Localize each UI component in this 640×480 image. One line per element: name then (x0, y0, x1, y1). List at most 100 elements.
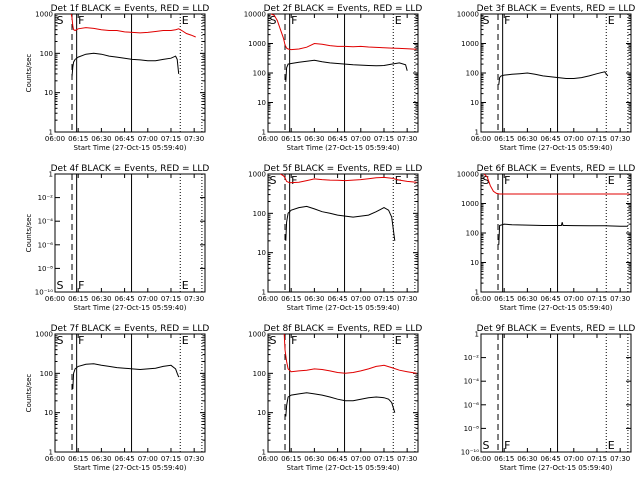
x-tick-label: 07:00 (351, 135, 371, 143)
panel-5: Det 5f BLACK = Events, RED = LLD 06:00 06:… (248, 164, 422, 312)
x-axis-label: Start Time (27-Oct-15 05:59:40) (500, 464, 613, 472)
y-tick-label: 1000 (248, 331, 266, 339)
x-tick-label: 07:15 (374, 455, 394, 463)
panel-8: Det 8f BLACK = Events, RED = LLD 06:00 06:… (248, 324, 422, 472)
x-tick-label: 06:00 (45, 455, 65, 463)
x-tick-label: 06:30 (91, 295, 111, 303)
x-tick-label: 07:00 (351, 455, 371, 463)
events-line (285, 59, 408, 82)
marker-label-e: E (608, 174, 615, 187)
events-line (285, 205, 396, 241)
events-line (498, 222, 628, 245)
x-axis-label: Start Time (27-Oct-15 05:59:40) (74, 304, 187, 312)
y-tick-label: 1000 (248, 171, 266, 179)
x-tick-label: 06:45 (114, 135, 134, 143)
plot-frame (480, 173, 632, 293)
x-tick-label: 06:30 (304, 455, 324, 463)
x-tick-label: 07:15 (374, 295, 394, 303)
x-tick-label: 07:00 (138, 295, 158, 303)
x-tick-label: 06:15 (494, 295, 514, 303)
panel-title: Det 7f BLACK = Events, RED = LLD (51, 324, 210, 334)
x-tick-label: 07:30 (397, 135, 417, 143)
plot-frame (267, 173, 419, 293)
marker-label-s: S (270, 174, 277, 187)
marker-label-e: E (182, 279, 189, 292)
marker-label-f: F (504, 14, 510, 27)
x-tick-label: 07:30 (610, 295, 630, 303)
marker-label-e: E (395, 174, 402, 187)
x-axis-label: Start Time (27-Oct-15 05:59:40) (500, 144, 613, 152)
x-tick-label: 06:30 (91, 455, 111, 463)
lld-line (280, 173, 417, 184)
panel-7: Det 7f BLACK = Events, RED = LLD 06:00 06:… (25, 324, 209, 472)
y-axis-label: Counts/sec (25, 374, 33, 413)
x-axis-label: Start Time (27-Oct-15 05:59:40) (287, 464, 400, 472)
x-tick-label: 07:00 (351, 295, 371, 303)
x-tick-label: 06:45 (114, 455, 134, 463)
x-tick-label: 06:45 (327, 135, 347, 143)
y-tick-label: 1 (262, 289, 266, 297)
x-tick-label: 06:30 (91, 135, 111, 143)
y-tick-label: 1 (262, 129, 266, 137)
marker-label-s: S (483, 14, 490, 27)
x-tick-label: 07:30 (610, 135, 630, 143)
panel-9: Det 9f BLACK = Events, RED = LLD 06:00 06:… (461, 324, 636, 472)
marker-label-s: S (57, 334, 64, 347)
x-tick-label: 06:00 (258, 455, 278, 463)
marker-label-f: F (291, 14, 297, 27)
panel-title: Det 8f BLACK = Events, RED = LLD (264, 324, 423, 334)
y-tick-label: 1 (475, 289, 479, 297)
y-tick-label: 1000 (248, 40, 266, 48)
marker-label-e: E (395, 14, 402, 27)
x-tick-label: 07:30 (397, 455, 417, 463)
x-tick-label: 07:15 (587, 295, 607, 303)
y-tick-label: 100 (253, 370, 266, 378)
y-tick-label: 10000 (457, 171, 479, 179)
y-tick-label: 100 (466, 70, 479, 78)
panel-title: Det 9f BLACK = Events, RED = LLD (477, 324, 636, 334)
x-tick-label: 06:45 (327, 295, 347, 303)
y-tick-label: 10⁻⁸ (38, 265, 54, 273)
marker-label-f: F (504, 439, 510, 452)
plot-frame (54, 173, 206, 293)
panel-title: Det 1f BLACK = Events, RED = LLD (51, 4, 210, 14)
x-tick-label: 07:15 (161, 455, 181, 463)
x-tick-label: 07:15 (374, 135, 394, 143)
y-tick-label: 1 (49, 171, 53, 179)
x-axis-label: Start Time (27-Oct-15 05:59:40) (74, 144, 187, 152)
y-tick-label: 10⁻² (464, 354, 480, 362)
marker-label-s: S (57, 14, 64, 27)
y-tick-label: 1000 (461, 200, 479, 208)
events-line (285, 392, 396, 417)
y-tick-label: 10⁻¹⁰ (35, 289, 53, 297)
y-tick-label: 10⁻⁶ (38, 241, 54, 249)
y-tick-label: 1 (49, 129, 53, 137)
x-tick-label: 06:00 (258, 295, 278, 303)
x-tick-label: 06:45 (540, 135, 560, 143)
marker-label-f: F (78, 334, 84, 347)
x-tick-label: 06:00 (45, 135, 65, 143)
y-tick-label: 10⁻⁴ (38, 218, 54, 226)
marker-label-f: F (78, 279, 84, 292)
y-tick-label: 100 (40, 50, 53, 58)
panel-title: Det 2f BLACK = Events, RED = LLD (264, 4, 423, 14)
marker-label-f: F (78, 14, 84, 27)
x-tick-label: 06:45 (114, 295, 134, 303)
y-tick-label: 1 (475, 331, 479, 339)
x-tick-label: 07:15 (587, 455, 607, 463)
x-tick-label: 06:00 (471, 295, 491, 303)
y-tick-label: 10⁻⁸ (464, 425, 480, 433)
y-tick-label: 10 (257, 99, 266, 107)
y-axis-label: Counts/sec (25, 214, 33, 253)
y-tick-label: 100 (253, 70, 266, 78)
x-tick-label: 06:00 (471, 455, 491, 463)
events-line (498, 71, 609, 85)
panel-title: Det 5f BLACK = Events, RED = LLD (264, 164, 423, 174)
x-tick-label: 06:15 (68, 295, 88, 303)
x-tick-label: 06:15 (494, 455, 514, 463)
x-tick-label: 07:00 (138, 135, 158, 143)
x-tick-label: 06:30 (304, 135, 324, 143)
